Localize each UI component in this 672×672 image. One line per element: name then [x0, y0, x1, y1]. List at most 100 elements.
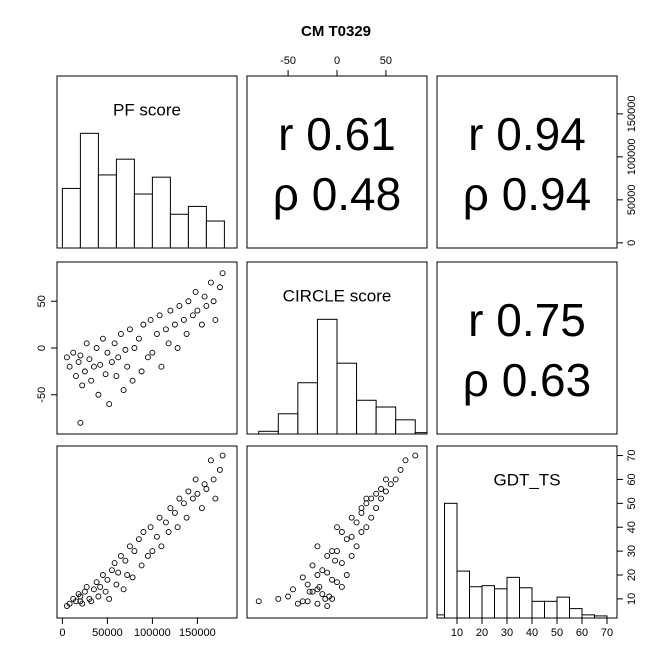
scatter-point	[353, 543, 360, 550]
scatter-point	[306, 588, 313, 595]
scatter-point	[194, 490, 201, 497]
scatter-point	[72, 598, 79, 605]
scatter-point	[66, 363, 73, 370]
scatter-point	[275, 595, 282, 602]
scatter-point	[216, 466, 223, 473]
scatter-point	[153, 331, 160, 337]
correlation-label: r 0.75	[468, 294, 586, 346]
scatter-point	[90, 586, 97, 593]
scatter-point	[373, 505, 380, 512]
scatter-point	[83, 340, 90, 347]
panel	[61, 132, 225, 248]
scatter-point	[111, 340, 118, 347]
scatter-point	[378, 486, 384, 492]
scatter-point	[72, 373, 79, 379]
scatter-point	[180, 317, 187, 323]
scatter-point	[83, 583, 90, 590]
y-tick-label: 30	[626, 545, 638, 557]
scatter-point	[397, 466, 404, 473]
scatter-point	[79, 382, 86, 389]
y-tick-label: 0	[626, 240, 638, 246]
correlation-label: r 0.94	[468, 108, 586, 160]
scatter-point	[207, 457, 214, 464]
scatter-point	[387, 481, 394, 488]
x-tick-label: 20	[476, 627, 488, 639]
scatter-point	[156, 514, 163, 521]
scatter-point	[95, 391, 102, 398]
histogram-bar	[444, 502, 458, 618]
scatter-point	[353, 519, 360, 526]
scatter-point	[329, 576, 336, 583]
scatter-point	[216, 284, 223, 291]
histogram-bar	[187, 205, 207, 248]
panel-frame	[246, 261, 428, 435]
x-tick-label: 10	[451, 627, 463, 639]
scatter-point	[90, 363, 97, 370]
scatter-point	[180, 500, 187, 507]
scatter-point	[338, 560, 345, 567]
scatter-point	[314, 600, 321, 607]
scatter-point	[99, 335, 106, 342]
scatter-point	[373, 490, 380, 497]
scatter-point	[189, 495, 196, 502]
scatter-point	[111, 560, 118, 567]
scatter-point	[334, 579, 340, 586]
scatter-point	[88, 377, 95, 384]
x-tick-label: 40	[526, 627, 538, 639]
panel-frame	[246, 445, 428, 619]
scatter-point	[104, 576, 111, 583]
variable-label: CIRCLE score	[283, 286, 392, 305]
scatter-point	[144, 354, 151, 361]
scatter-point	[255, 598, 262, 605]
histogram-bar	[519, 587, 533, 618]
scatter-point	[144, 552, 151, 559]
x-tick-label: 150000	[179, 627, 216, 639]
panel	[63, 270, 226, 426]
scatter-point	[348, 533, 355, 540]
histogram-bar	[594, 615, 608, 618]
scatter-point	[117, 331, 124, 337]
scatter-point	[156, 312, 163, 319]
scatter-point	[102, 371, 109, 378]
scatter-point	[97, 583, 104, 590]
scatter-point	[120, 586, 127, 593]
scatter-point	[75, 359, 82, 365]
scatter-point	[77, 598, 84, 605]
panel	[63, 452, 226, 610]
x-tick-label: 70	[601, 627, 613, 639]
scatter-point	[171, 321, 178, 328]
scatter-point	[392, 476, 399, 483]
scatter-point	[108, 567, 115, 574]
scatter-point	[124, 572, 131, 578]
histogram-bar	[169, 213, 189, 248]
scatter-point	[332, 557, 338, 564]
y-tick-label: 20	[626, 569, 638, 581]
variable-label: GDT_TS	[493, 470, 560, 489]
scatter-point	[192, 288, 199, 295]
scatter-point	[147, 317, 154, 323]
scatter-point	[358, 505, 365, 512]
scatter-point	[189, 312, 196, 319]
scatter-point	[212, 317, 219, 323]
scatter-point	[368, 514, 375, 521]
scatter-point	[368, 495, 375, 502]
scatter-point	[299, 598, 306, 605]
correlation-label: r 0.61	[278, 108, 396, 160]
scatter-point	[158, 363, 165, 370]
scatter-point	[63, 354, 70, 361]
histogram-bar	[506, 576, 520, 618]
scatter-point	[93, 579, 100, 586]
scatter-point	[324, 603, 331, 610]
scatter-point	[201, 481, 208, 488]
scatter-point	[115, 354, 122, 361]
scatter-point	[322, 595, 329, 602]
scatter-point	[412, 452, 419, 459]
scatter-point	[203, 302, 210, 309]
scatter-point	[348, 552, 355, 559]
scatter-point	[194, 307, 201, 314]
scatter-point	[165, 340, 172, 347]
scatter-point	[171, 509, 178, 516]
scatter-point	[363, 500, 370, 507]
scatter-point	[174, 524, 181, 531]
histogram-bar	[494, 588, 508, 618]
